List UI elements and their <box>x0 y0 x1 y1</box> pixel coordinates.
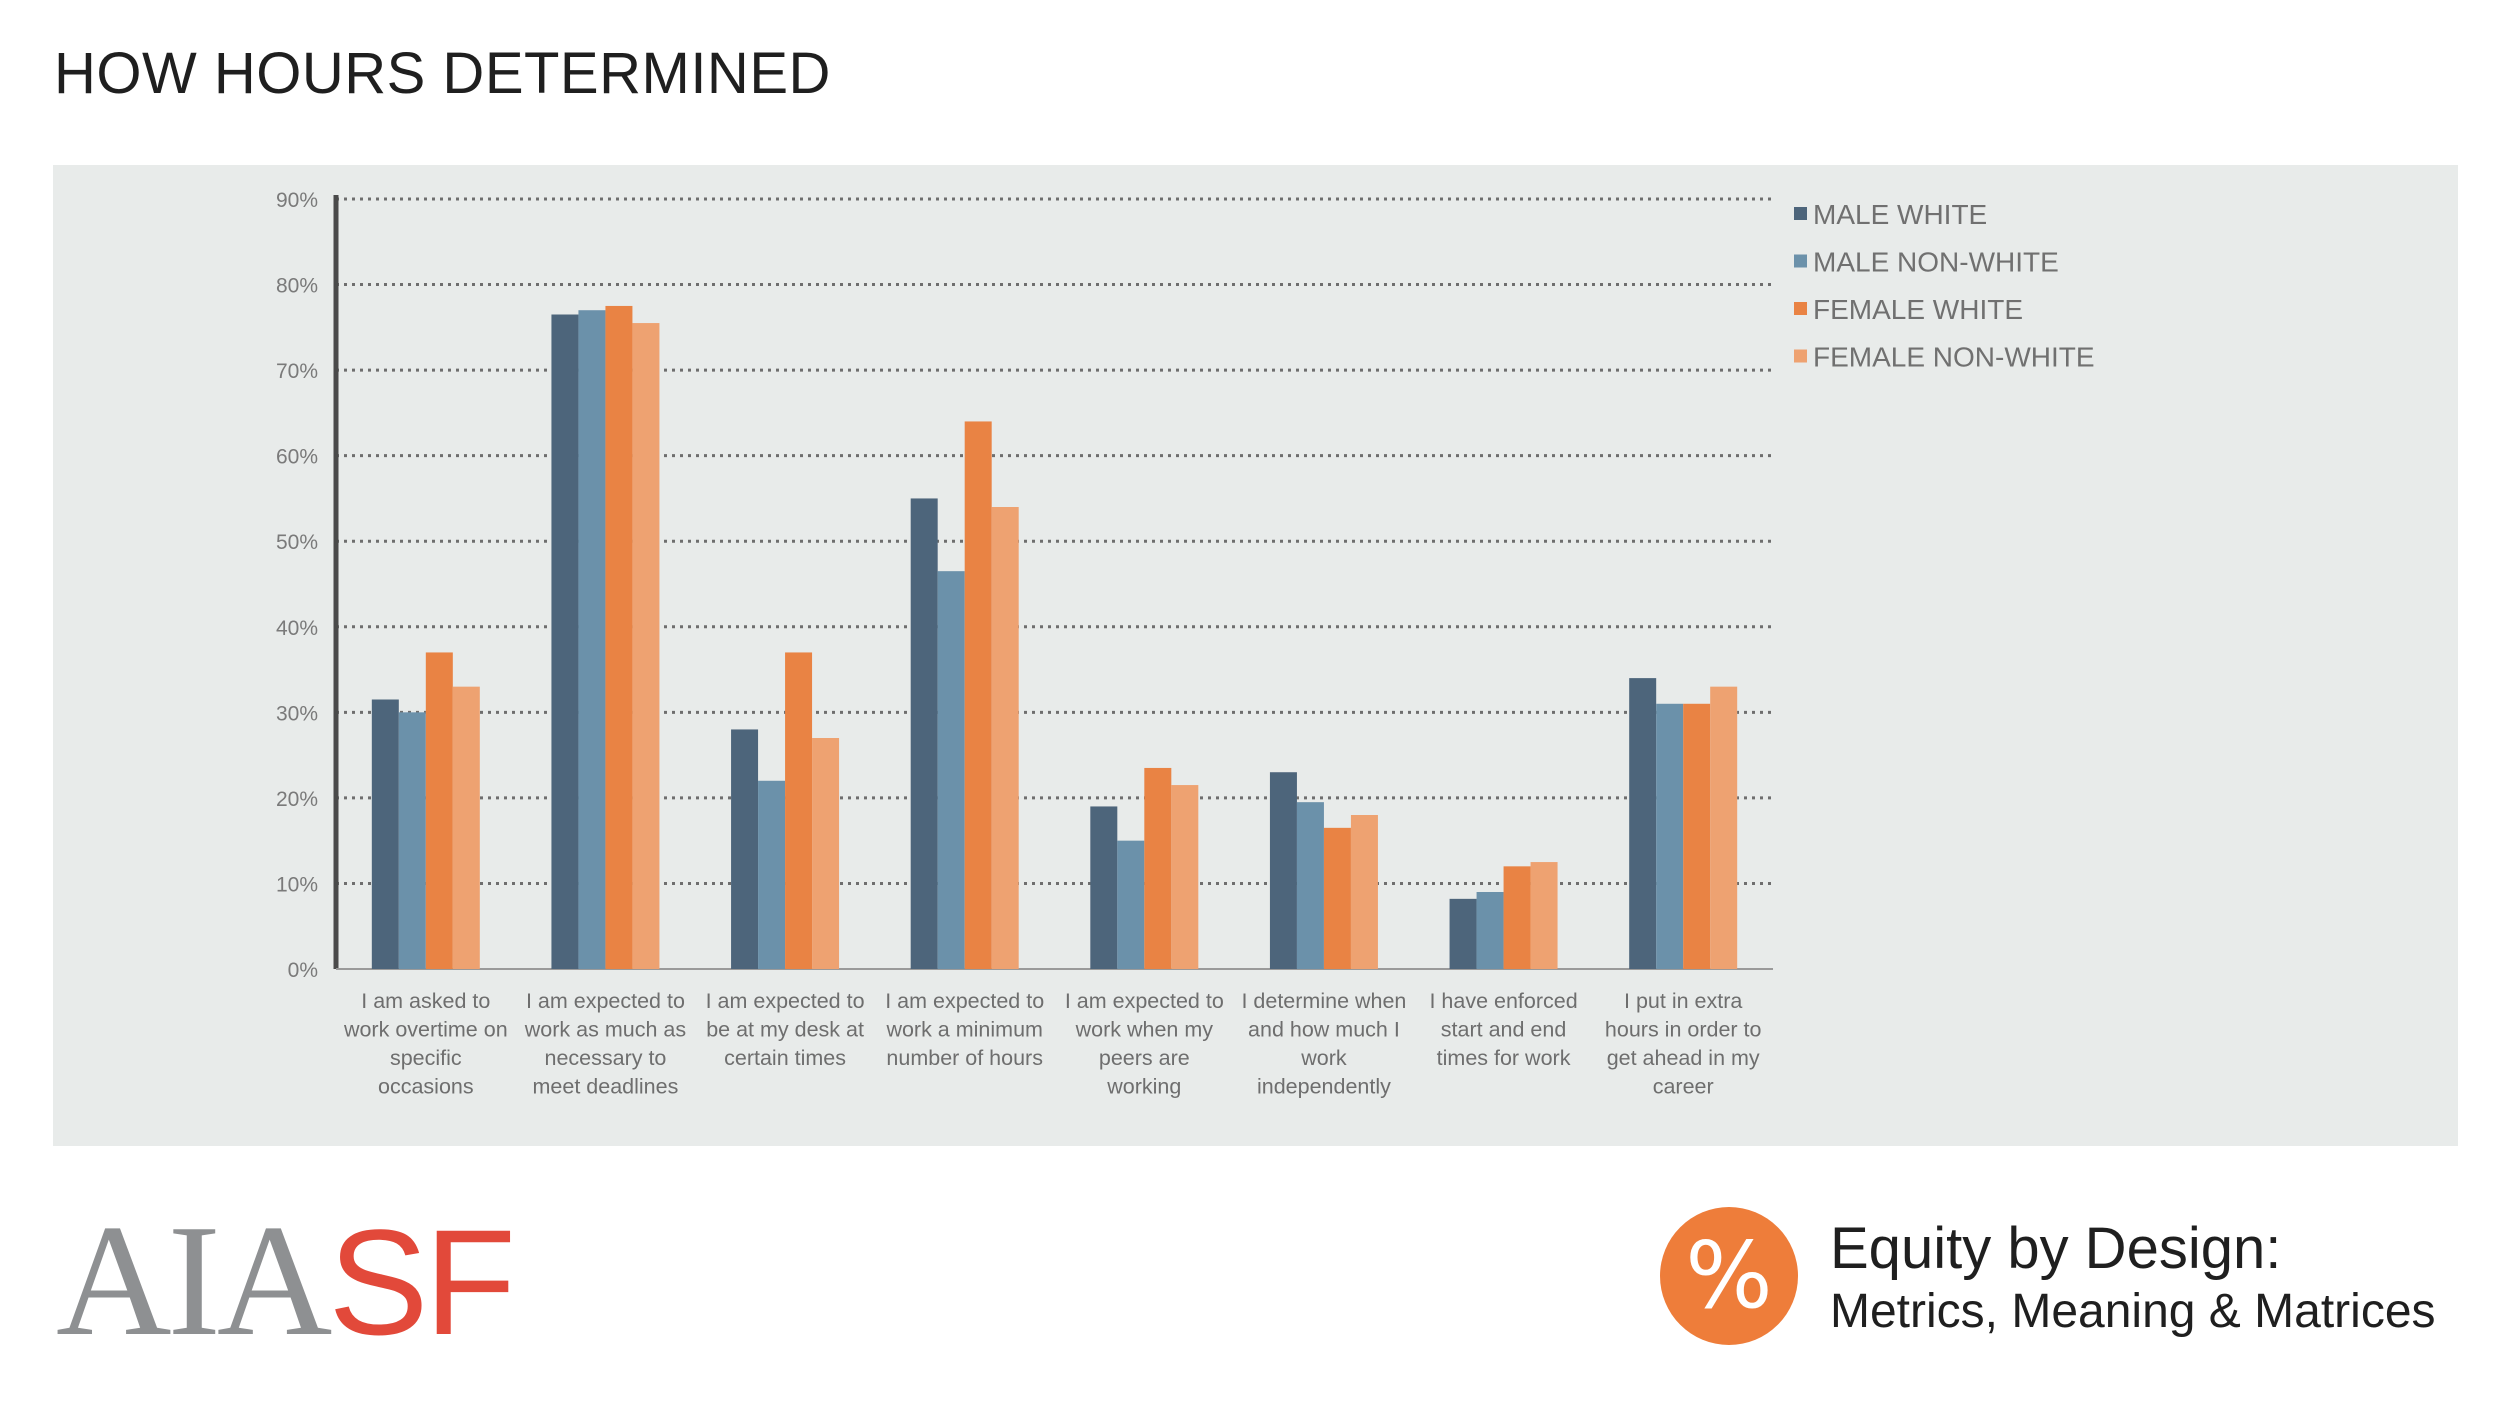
bar <box>1476 892 1504 969</box>
legend-swatch <box>1794 302 1807 315</box>
bar <box>632 323 660 969</box>
bar <box>1171 785 1199 969</box>
bar <box>1656 703 1684 969</box>
bar <box>785 652 813 969</box>
legend-swatch <box>1794 349 1807 363</box>
bar <box>1144 767 1172 969</box>
bar <box>371 699 399 969</box>
bar <box>398 712 426 969</box>
bar <box>1683 703 1711 969</box>
legend-swatch <box>1794 207 1807 220</box>
bar <box>964 421 992 969</box>
y-tick-label: 80% <box>276 275 318 298</box>
legend-label: MALE NON-WHITE <box>1813 247 2059 278</box>
bar <box>452 686 480 969</box>
x-tick-label: I have enforced start and end times for wo… <box>1429 989 1577 1070</box>
y-tick-label: 10% <box>276 873 318 896</box>
bar <box>1090 806 1118 969</box>
brand-title: Equity by Design: <box>1830 1216 2282 1281</box>
y-tick-label: 70% <box>276 360 318 383</box>
x-tick-label: I am expected to work a minimum number of … <box>885 989 1044 1070</box>
x-tick-label: I am asked to work overtime on specific occ… <box>343 989 508 1099</box>
page-title: HOW HOURS DETERMINED <box>54 41 831 106</box>
legend-label: FEMALE NON-WHITE <box>1813 342 2095 373</box>
bar <box>731 729 759 969</box>
y-tick-label: 40% <box>276 617 318 640</box>
bar <box>1449 898 1477 969</box>
bar <box>578 310 606 969</box>
bar <box>910 498 938 969</box>
bar <box>812 738 840 969</box>
y-tick-label: 90% <box>276 189 318 212</box>
bar <box>1323 827 1351 969</box>
aiasf-logo: AIASF <box>56 1200 516 1360</box>
bar <box>1117 840 1145 969</box>
y-tick-label: 30% <box>276 702 318 725</box>
logo-aia: AIA <box>56 1191 332 1369</box>
bar <box>551 314 579 969</box>
y-tick-label: 0% <box>288 959 318 982</box>
bar <box>1503 866 1531 969</box>
y-tick-label: 50% <box>276 531 318 554</box>
x-tick-label: I am expected to work when my peers are wor… <box>1065 989 1224 1099</box>
percent-badge-icon: % <box>1660 1207 1798 1345</box>
x-tick-label: I am expected to be at my desk at certain … <box>706 989 865 1070</box>
legend-label: FEMALE WHITE <box>1813 294 2023 325</box>
legend-label: MALE WHITE <box>1813 199 1987 230</box>
brand-subtitle: Metrics, Meaning & Matrices <box>1830 1285 2436 1338</box>
bar <box>1530 862 1558 969</box>
legend-swatch <box>1794 254 1807 268</box>
bar <box>425 652 453 969</box>
bar-chart: 0% 10% 20% 30% 40% 50% 60% 70% 80% 90% I am asked … <box>276 189 2095 1099</box>
y-tick-label: 60% <box>276 446 318 469</box>
logo-sf: SF <box>328 1198 516 1366</box>
bar <box>605 305 633 969</box>
bar <box>758 780 786 969</box>
bar <box>1296 802 1324 969</box>
bar <box>1350 815 1378 969</box>
x-tick-label: I am expected to work as much as necessary… <box>524 989 686 1099</box>
bar <box>1710 686 1738 969</box>
bar <box>1629 678 1657 969</box>
y-tick-label: 20% <box>276 788 318 811</box>
x-tick-label: I put in extra hours in order to get ahead… <box>1605 989 1762 1099</box>
chart-panel: 0% 10% 20% 30% 40% 50% 60% 70% 80% 90% I am asked … <box>53 165 2458 1146</box>
bar <box>991 507 1019 969</box>
bar <box>937 571 965 969</box>
bar <box>1269 772 1297 969</box>
